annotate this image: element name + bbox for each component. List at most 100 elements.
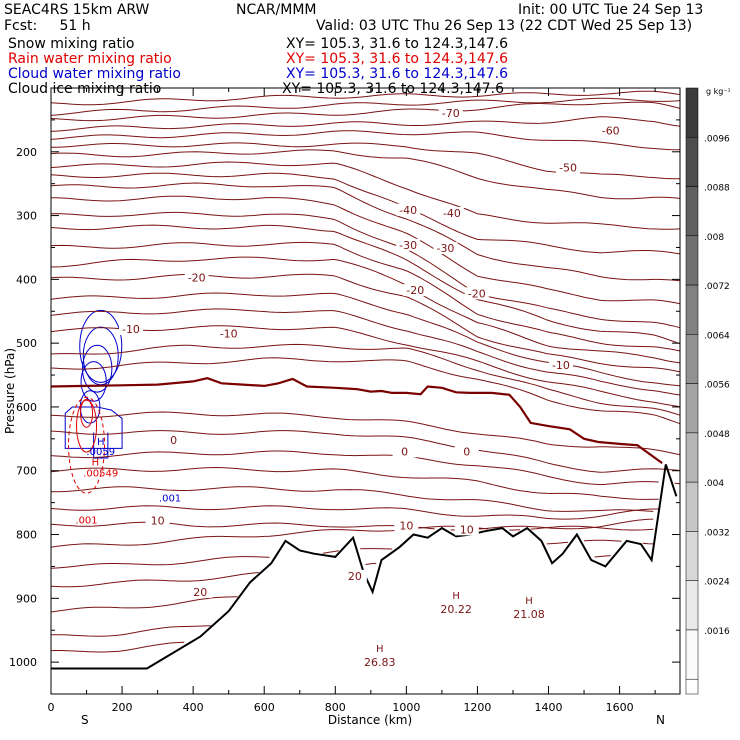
temperature-label-bg [454,445,479,458]
colorbar-segment [685,87,699,138]
x-tick-label: 600 [254,701,275,714]
isotherm-line [51,625,211,637]
x-axis-label: Distance (km) [328,713,412,727]
colorbar-segment [685,383,699,434]
colorbar-tick-label: .0048 [704,430,730,440]
plot-frame [50,87,681,695]
temperature-contours [50,90,681,653]
temperature-label: -20 [406,284,424,297]
rain-water-contour [80,398,94,428]
field-cloudice-label: Cloud ice mixing ratio [8,81,162,97]
rain-water-contour [76,399,98,453]
temperature-label: 10 [151,514,165,527]
y-tick-label: 500 [16,337,37,350]
terrain-high-marker: H [525,596,533,607]
temperature-label: 10 [399,520,413,533]
header-title-left: SEAC4RS 15km ARW [4,2,150,18]
terrain-high-value: 26.83 [364,656,396,669]
colorbar-segment [685,284,699,335]
cloud-label: .0059 [86,447,115,458]
cloud-water-contour [79,309,123,383]
isotherm-line [50,182,681,282]
isotherm-line [50,256,681,364]
temperature-label-bg [403,284,428,297]
x-tick-label: 800 [325,701,346,714]
zero-isotherm-line [50,377,663,464]
field-snow-xy: XY= 105.3, 31.6 to 124.3,147.6 [286,36,509,52]
temperature-label-bg [342,569,367,582]
header-valid: Valid: 03 UTC Thu 26 Sep 13 (22 CDT Wed … [316,18,693,34]
temperature-label-bg [161,434,186,447]
cloud-label: .001 [159,493,181,504]
temperature-label: -10 [220,328,238,341]
isotherm-line [50,130,681,151]
cloud-water-contour [82,326,119,386]
header-title-center: NCAR/MMM [236,2,317,18]
contour-labels: -70 -60 -50 -40 -40 -30 -30 -20 -20 -20 -10 -10 -10 0… [75,106,623,669]
y-tick-label: 200 [16,146,37,159]
field-cloudwater-label: Cloud water mixing ratio [8,66,181,82]
colorbar-segment [685,334,699,384]
temperature-label-bg [118,323,143,336]
field-rain-xy: XY= 105.3, 31.6 to 124.3,147.6 [286,51,509,67]
isotherm-line [50,273,681,373]
temperature-label-bg [598,124,623,137]
temperature-label-bg [216,327,241,340]
colorbar-segment [685,678,699,695]
isotherm-line [50,161,681,230]
header-init: Init: 00 UTC Tue 24 Sep 13 [518,2,704,18]
colorbar-segment [685,432,699,483]
isotherm-line [50,430,681,473]
colorbar-unit: g kg⁻¹ [706,87,731,96]
y-tick-label: 800 [16,529,37,542]
temperature-label: -20 [468,287,486,300]
temperature-label: -40 [399,204,417,217]
x-tick-label: 1200 [463,701,491,714]
temperature-label-bg [454,523,479,536]
isotherm-line [50,224,681,345]
temperature-label-bg [396,203,421,216]
isotherm-line [50,241,681,352]
terrain-line [51,464,678,670]
cloud-label: H [97,437,105,448]
isotherm-line [50,116,681,132]
isotherm-line [50,357,681,425]
y-tick-label: 600 [16,401,37,414]
isotherm-line [50,172,681,255]
y-tick-label: 700 [16,465,37,478]
isotherm-line [50,518,654,531]
colorbar-tick-label: .0016 [704,627,730,637]
isotherm-line [50,149,681,200]
isotherm-line [50,411,681,456]
cloud-label: H [92,458,100,469]
temperature-label-bg [433,242,458,255]
colorbar-tick-label: .008 [704,233,724,243]
x-tick-label: 0 [48,701,55,714]
isotherm-line [50,325,681,408]
temperature-label: 0 [463,446,470,459]
y-tick-label: 300 [16,210,37,223]
temperature-label-bg [548,358,573,371]
rain-water-contour [68,396,106,494]
colorbar: .0096 .0088 .008 .0072 .0064 .0056 .0048 .004 .0… [685,87,730,695]
isotherm-line [50,486,654,512]
y-axis-label: Pressure (hPa) [3,348,17,434]
isotherm-line [50,450,681,486]
colorbar-segment [685,580,699,631]
x-tick-label: 1400 [535,701,563,714]
colorbar-segment [685,481,699,532]
colorbar-segment [685,531,699,581]
terrain-high-value: 20.22 [440,603,472,616]
isotherm-line [50,308,681,396]
isotherm-line [50,641,185,653]
cloud-label: .001 [75,516,97,527]
isotherm-line [50,292,681,387]
temperature-label: -30 [436,242,454,255]
colorbar-tick-label: .004 [704,479,724,489]
isotherm-line [50,101,681,122]
temperature-label-bg [188,585,213,598]
cloud-water-contour [64,406,123,449]
temperature-label: -30 [399,239,417,252]
temperature-label-bg [396,238,421,251]
